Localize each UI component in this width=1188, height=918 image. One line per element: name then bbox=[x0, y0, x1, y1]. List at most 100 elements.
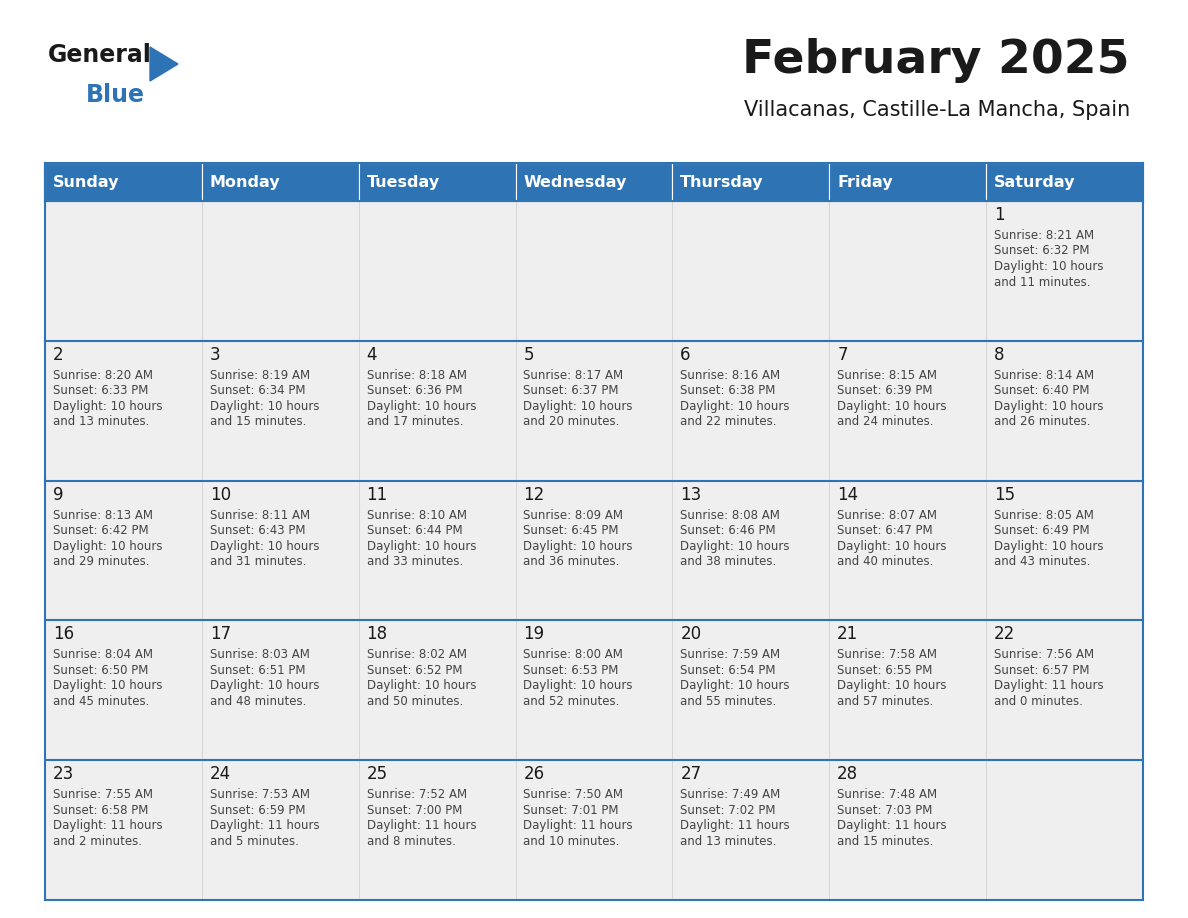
Text: and 2 minutes.: and 2 minutes. bbox=[52, 834, 141, 847]
Text: and 50 minutes.: and 50 minutes. bbox=[367, 695, 463, 708]
Text: Sunset: 6:50 PM: Sunset: 6:50 PM bbox=[52, 664, 148, 677]
Text: Daylight: 10 hours: Daylight: 10 hours bbox=[210, 540, 320, 553]
Text: and 29 minutes.: and 29 minutes. bbox=[52, 555, 150, 568]
Bar bbox=[986, 760, 1143, 900]
Text: Daylight: 11 hours: Daylight: 11 hours bbox=[838, 819, 947, 833]
Text: Sunset: 7:03 PM: Sunset: 7:03 PM bbox=[838, 803, 933, 817]
Text: Sunset: 6:38 PM: Sunset: 6:38 PM bbox=[681, 385, 776, 397]
Text: Sunday: Sunday bbox=[52, 174, 119, 189]
Text: and 40 minutes.: and 40 minutes. bbox=[838, 555, 934, 568]
Bar bbox=[672, 201, 829, 341]
Text: Thursday: Thursday bbox=[681, 174, 764, 189]
Bar bbox=[829, 201, 986, 341]
Text: 8: 8 bbox=[994, 346, 1005, 364]
Text: and 13 minutes.: and 13 minutes. bbox=[52, 415, 150, 429]
Text: Daylight: 10 hours: Daylight: 10 hours bbox=[994, 540, 1104, 553]
Bar bbox=[516, 760, 672, 900]
Text: Sunset: 6:55 PM: Sunset: 6:55 PM bbox=[838, 664, 933, 677]
Text: 3: 3 bbox=[210, 346, 220, 364]
Text: Sunrise: 8:03 AM: Sunrise: 8:03 AM bbox=[210, 648, 310, 661]
Text: Sunrise: 7:50 AM: Sunrise: 7:50 AM bbox=[524, 789, 624, 801]
Text: Sunrise: 8:20 AM: Sunrise: 8:20 AM bbox=[52, 369, 153, 382]
Text: 17: 17 bbox=[210, 625, 230, 644]
Text: Sunrise: 8:13 AM: Sunrise: 8:13 AM bbox=[52, 509, 153, 521]
Text: Daylight: 10 hours: Daylight: 10 hours bbox=[524, 540, 633, 553]
Text: Daylight: 10 hours: Daylight: 10 hours bbox=[52, 400, 163, 413]
Text: Sunset: 6:59 PM: Sunset: 6:59 PM bbox=[210, 803, 305, 817]
Text: Saturday: Saturday bbox=[994, 174, 1075, 189]
Text: Sunrise: 8:15 AM: Sunrise: 8:15 AM bbox=[838, 369, 937, 382]
Text: 14: 14 bbox=[838, 486, 858, 504]
Text: Blue: Blue bbox=[86, 83, 145, 107]
Bar bbox=[202, 341, 359, 481]
Text: Wednesday: Wednesday bbox=[524, 174, 627, 189]
Text: Daylight: 11 hours: Daylight: 11 hours bbox=[524, 819, 633, 833]
Text: 9: 9 bbox=[52, 486, 63, 504]
Bar bbox=[829, 341, 986, 481]
Bar bbox=[45, 163, 202, 201]
Text: Sunrise: 7:49 AM: Sunrise: 7:49 AM bbox=[681, 789, 781, 801]
Bar bbox=[359, 621, 516, 760]
Text: Daylight: 10 hours: Daylight: 10 hours bbox=[994, 260, 1104, 273]
Text: Sunset: 6:37 PM: Sunset: 6:37 PM bbox=[524, 385, 619, 397]
Text: and 15 minutes.: and 15 minutes. bbox=[838, 834, 934, 847]
Bar bbox=[672, 621, 829, 760]
Text: Sunset: 6:51 PM: Sunset: 6:51 PM bbox=[210, 664, 305, 677]
Bar bbox=[516, 163, 672, 201]
Bar bbox=[45, 341, 202, 481]
Text: Sunrise: 8:18 AM: Sunrise: 8:18 AM bbox=[367, 369, 467, 382]
Bar bbox=[986, 201, 1143, 341]
Text: and 0 minutes.: and 0 minutes. bbox=[994, 695, 1082, 708]
Text: 12: 12 bbox=[524, 486, 544, 504]
Text: Daylight: 10 hours: Daylight: 10 hours bbox=[681, 540, 790, 553]
Text: Sunrise: 8:02 AM: Sunrise: 8:02 AM bbox=[367, 648, 467, 661]
Bar bbox=[202, 201, 359, 341]
Text: Sunrise: 8:09 AM: Sunrise: 8:09 AM bbox=[524, 509, 624, 521]
Text: 11: 11 bbox=[367, 486, 387, 504]
Text: Sunset: 6:43 PM: Sunset: 6:43 PM bbox=[210, 524, 305, 537]
Text: Sunrise: 8:17 AM: Sunrise: 8:17 AM bbox=[524, 369, 624, 382]
Text: 22: 22 bbox=[994, 625, 1016, 644]
Text: 20: 20 bbox=[681, 625, 701, 644]
Text: Sunset: 6:32 PM: Sunset: 6:32 PM bbox=[994, 244, 1089, 258]
Text: and 15 minutes.: and 15 minutes. bbox=[210, 415, 307, 429]
Text: Sunset: 6:53 PM: Sunset: 6:53 PM bbox=[524, 664, 619, 677]
Text: 4: 4 bbox=[367, 346, 377, 364]
Text: Friday: Friday bbox=[838, 174, 892, 189]
Bar bbox=[516, 481, 672, 621]
Text: and 52 minutes.: and 52 minutes. bbox=[524, 695, 620, 708]
Text: and 31 minutes.: and 31 minutes. bbox=[210, 555, 307, 568]
Text: 26: 26 bbox=[524, 766, 544, 783]
Text: Daylight: 10 hours: Daylight: 10 hours bbox=[524, 400, 633, 413]
Text: 25: 25 bbox=[367, 766, 387, 783]
Text: Tuesday: Tuesday bbox=[367, 174, 440, 189]
Bar bbox=[45, 760, 202, 900]
Bar bbox=[986, 481, 1143, 621]
Text: Sunset: 7:01 PM: Sunset: 7:01 PM bbox=[524, 803, 619, 817]
Text: and 24 minutes.: and 24 minutes. bbox=[838, 415, 934, 429]
Text: Sunset: 6:36 PM: Sunset: 6:36 PM bbox=[367, 385, 462, 397]
Text: Daylight: 10 hours: Daylight: 10 hours bbox=[838, 540, 947, 553]
Text: 6: 6 bbox=[681, 346, 690, 364]
Text: February 2025: February 2025 bbox=[742, 38, 1130, 83]
Bar bbox=[516, 621, 672, 760]
Bar bbox=[672, 760, 829, 900]
Text: and 8 minutes.: and 8 minutes. bbox=[367, 834, 455, 847]
Text: and 20 minutes.: and 20 minutes. bbox=[524, 415, 620, 429]
Text: 24: 24 bbox=[210, 766, 230, 783]
Text: Daylight: 10 hours: Daylight: 10 hours bbox=[524, 679, 633, 692]
Text: Sunset: 6:46 PM: Sunset: 6:46 PM bbox=[681, 524, 776, 537]
Polygon shape bbox=[150, 47, 178, 81]
Text: Daylight: 11 hours: Daylight: 11 hours bbox=[52, 819, 163, 833]
Text: Sunset: 6:39 PM: Sunset: 6:39 PM bbox=[838, 385, 933, 397]
Text: and 17 minutes.: and 17 minutes. bbox=[367, 415, 463, 429]
Text: Sunrise: 8:04 AM: Sunrise: 8:04 AM bbox=[52, 648, 153, 661]
Text: Sunrise: 8:14 AM: Sunrise: 8:14 AM bbox=[994, 369, 1094, 382]
Bar bbox=[359, 201, 516, 341]
Text: Sunrise: 7:55 AM: Sunrise: 7:55 AM bbox=[52, 789, 153, 801]
Text: 23: 23 bbox=[52, 766, 74, 783]
Text: Daylight: 10 hours: Daylight: 10 hours bbox=[367, 540, 476, 553]
Text: General: General bbox=[48, 43, 152, 67]
Text: 21: 21 bbox=[838, 625, 859, 644]
Bar bbox=[672, 481, 829, 621]
